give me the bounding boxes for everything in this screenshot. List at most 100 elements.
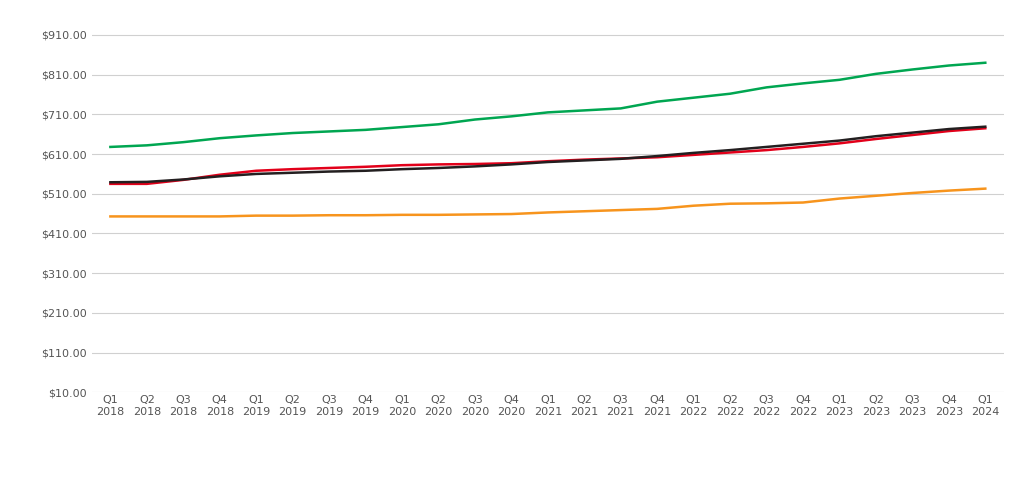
Sun Communities (SUI) xyxy=(214,172,226,178)
Equity Lifestyle Properties (ELS) xyxy=(505,113,517,119)
Equity Lifestyle Properties (ELS) xyxy=(761,85,773,91)
Equity Lifestyle Properties (ELS) xyxy=(979,60,991,66)
UMH Properties (UMH) xyxy=(104,213,117,219)
Average xyxy=(505,161,517,167)
Equity Lifestyle Properties (ELS) xyxy=(651,99,664,105)
Sun Communities (SUI) xyxy=(579,156,591,162)
Sun Communities (SUI) xyxy=(761,147,773,153)
UMH Properties (UMH) xyxy=(250,213,262,219)
UMH Properties (UMH) xyxy=(614,207,627,213)
Sun Communities (SUI) xyxy=(396,162,409,168)
Sun Communities (SUI) xyxy=(906,132,919,138)
Equity Lifestyle Properties (ELS) xyxy=(869,71,882,77)
Sun Communities (SUI) xyxy=(651,154,664,160)
Average xyxy=(323,169,335,175)
Equity Lifestyle Properties (ELS) xyxy=(906,66,919,72)
UMH Properties (UMH) xyxy=(834,196,846,202)
UMH Properties (UMH) xyxy=(432,212,444,218)
UMH Properties (UMH) xyxy=(287,213,299,219)
Equity Lifestyle Properties (ELS) xyxy=(140,142,153,148)
UMH Properties (UMH) xyxy=(542,209,554,215)
Sun Communities (SUI) xyxy=(505,160,517,166)
Sun Communities (SUI) xyxy=(979,125,991,131)
Sun Communities (SUI) xyxy=(469,161,481,167)
Sun Communities (SUI) xyxy=(140,181,153,187)
Equity Lifestyle Properties (ELS) xyxy=(396,124,409,130)
Average xyxy=(250,171,262,177)
Sun Communities (SUI) xyxy=(869,136,882,142)
Equity Lifestyle Properties (ELS) xyxy=(214,135,226,141)
Average xyxy=(104,179,117,185)
Sun Communities (SUI) xyxy=(614,155,627,161)
Average xyxy=(287,170,299,176)
Equity Lifestyle Properties (ELS) xyxy=(104,144,117,150)
Average xyxy=(359,167,372,174)
Sun Communities (SUI) xyxy=(177,177,189,183)
UMH Properties (UMH) xyxy=(724,201,736,207)
Average xyxy=(214,174,226,180)
Equity Lifestyle Properties (ELS) xyxy=(323,128,335,134)
UMH Properties (UMH) xyxy=(323,212,335,218)
Equity Lifestyle Properties (ELS) xyxy=(469,117,481,123)
Sun Communities (SUI) xyxy=(432,161,444,167)
Sun Communities (SUI) xyxy=(323,165,335,171)
Sun Communities (SUI) xyxy=(287,166,299,172)
Average xyxy=(761,144,773,150)
Average xyxy=(979,124,991,130)
UMH Properties (UMH) xyxy=(906,190,919,196)
UMH Properties (UMH) xyxy=(943,188,955,194)
Sun Communities (SUI) xyxy=(797,144,809,150)
Average xyxy=(906,130,919,136)
Sun Communities (SUI) xyxy=(943,128,955,134)
Average xyxy=(177,177,189,183)
Equity Lifestyle Properties (ELS) xyxy=(834,77,846,83)
UMH Properties (UMH) xyxy=(579,208,591,214)
Sun Communities (SUI) xyxy=(834,140,846,146)
Equity Lifestyle Properties (ELS) xyxy=(943,62,955,68)
Equity Lifestyle Properties (ELS) xyxy=(359,127,372,133)
Sun Communities (SUI) xyxy=(687,152,699,158)
Line: UMH Properties (UMH): UMH Properties (UMH) xyxy=(111,189,985,216)
UMH Properties (UMH) xyxy=(761,200,773,206)
Sun Communities (SUI) xyxy=(104,181,117,187)
Equity Lifestyle Properties (ELS) xyxy=(687,95,699,101)
Equity Lifestyle Properties (ELS) xyxy=(797,80,809,87)
Line: Equity Lifestyle Properties (ELS): Equity Lifestyle Properties (ELS) xyxy=(111,63,985,147)
UMH Properties (UMH) xyxy=(651,206,664,212)
Line: Average: Average xyxy=(111,127,985,182)
Average xyxy=(579,157,591,163)
Equity Lifestyle Properties (ELS) xyxy=(614,106,627,112)
UMH Properties (UMH) xyxy=(214,213,226,219)
UMH Properties (UMH) xyxy=(177,213,189,219)
Equity Lifestyle Properties (ELS) xyxy=(287,130,299,136)
Average xyxy=(396,166,409,172)
UMH Properties (UMH) xyxy=(469,211,481,217)
UMH Properties (UMH) xyxy=(869,193,882,199)
Equity Lifestyle Properties (ELS) xyxy=(432,121,444,127)
Average xyxy=(542,159,554,165)
UMH Properties (UMH) xyxy=(687,203,699,209)
Average xyxy=(834,137,846,143)
Average xyxy=(432,165,444,171)
Equity Lifestyle Properties (ELS) xyxy=(542,109,554,115)
UMH Properties (UMH) xyxy=(359,212,372,218)
Equity Lifestyle Properties (ELS) xyxy=(250,132,262,138)
Equity Lifestyle Properties (ELS) xyxy=(177,139,189,145)
Line: Sun Communities (SUI): Sun Communities (SUI) xyxy=(111,128,985,184)
Equity Lifestyle Properties (ELS) xyxy=(724,91,736,97)
Average xyxy=(614,156,627,162)
Average xyxy=(687,150,699,156)
Average xyxy=(651,153,664,159)
UMH Properties (UMH) xyxy=(505,211,517,217)
Sun Communities (SUI) xyxy=(542,158,554,164)
UMH Properties (UMH) xyxy=(140,213,153,219)
Average xyxy=(869,133,882,139)
Equity Lifestyle Properties (ELS) xyxy=(579,107,591,113)
Average xyxy=(140,179,153,185)
Average xyxy=(797,141,809,147)
Average xyxy=(724,147,736,153)
Sun Communities (SUI) xyxy=(359,164,372,170)
Average xyxy=(943,126,955,132)
UMH Properties (UMH) xyxy=(979,186,991,192)
Sun Communities (SUI) xyxy=(724,149,736,155)
